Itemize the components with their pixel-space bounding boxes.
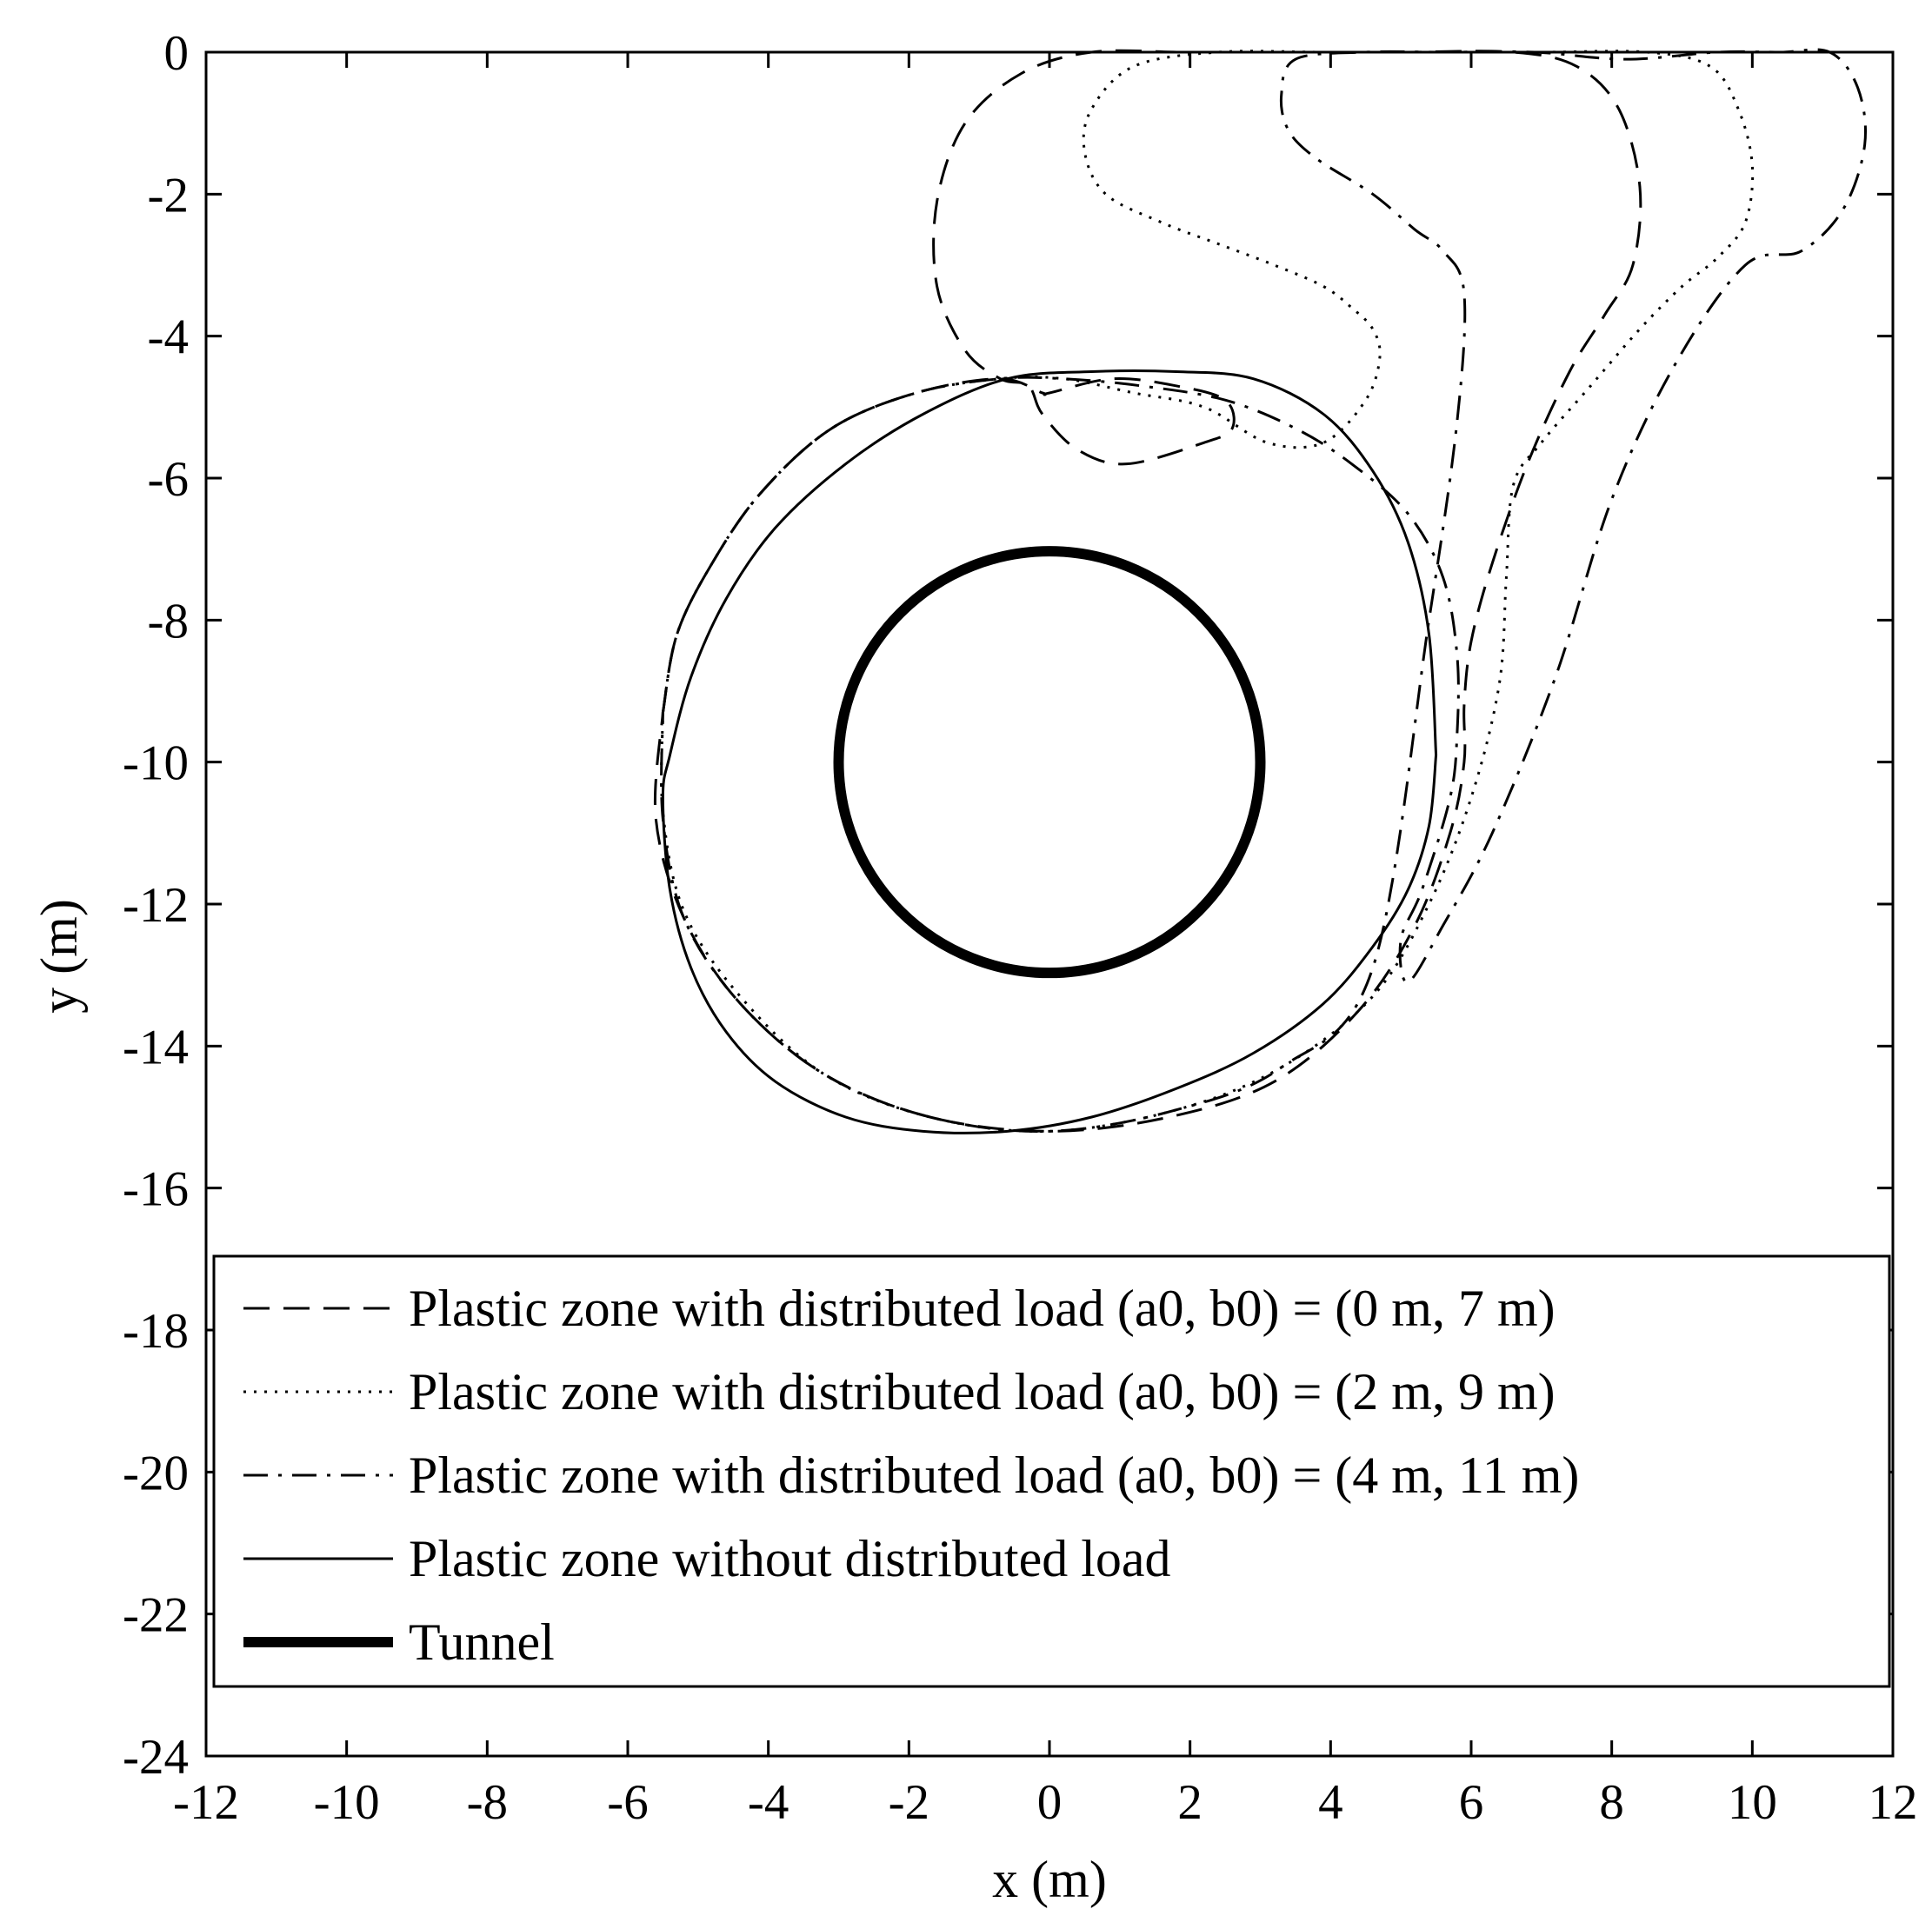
y-tick-label: -2 — [148, 168, 189, 223]
legend-label-5: Tunnel — [409, 1613, 555, 1671]
y-tick-label: 0 — [164, 26, 190, 81]
x-tick-label: 6 — [1459, 1775, 1484, 1830]
y-tick-label: -24 — [123, 1730, 189, 1785]
x-tick-label: 8 — [1599, 1775, 1624, 1830]
tick-label-layer: -12 -10 -8 -6 -4 -2 0 2 4 6 8 10 120-2-4-6-8-10-12-1… — [123, 26, 1917, 1830]
x-tick-label: -12 — [173, 1775, 239, 1830]
series-line-2 — [660, 50, 1755, 1134]
x-tick-label: 0 — [1037, 1775, 1063, 1830]
series-line-4 — [661, 369, 1438, 1134]
tick-layer — [204, 50, 1895, 1758]
x-tick-label: 2 — [1177, 1775, 1203, 1830]
y-tick-label: -18 — [123, 1304, 189, 1359]
legend-box — [212, 1254, 1891, 1688]
legend-label-1: Plastic zone with distributed load (a0, … — [409, 1280, 1556, 1337]
x-tick-label: 4 — [1318, 1775, 1343, 1830]
y-tick-label: -16 — [123, 1162, 189, 1217]
y-tick-label: -8 — [148, 594, 189, 649]
x-tick-label: -10 — [314, 1775, 380, 1830]
x-tick-label: 12 — [1869, 1775, 1918, 1830]
x-tick-label: -8 — [467, 1775, 508, 1830]
legend-label-2: Plastic zone with distributed load (a0, … — [409, 1363, 1556, 1420]
legend: Plastic zone with distributed load (a0, … — [212, 1254, 1891, 1688]
y-tick-label: -12 — [123, 878, 189, 933]
x-tick-label: -6 — [607, 1775, 648, 1830]
y-tick-label: -6 — [148, 452, 189, 507]
x-tick-label: -4 — [748, 1775, 789, 1830]
x-tick-label: -2 — [889, 1775, 929, 1830]
legend-label-4: Plastic zone without distributed load — [409, 1530, 1171, 1587]
y-tick-label: -10 — [123, 736, 189, 791]
y-tick-label: -14 — [123, 1020, 189, 1074]
series-line-5 — [833, 546, 1266, 979]
y-tick-label: -20 — [123, 1446, 189, 1500]
series-line-3 — [660, 48, 1868, 1134]
y-tick-label: -4 — [148, 310, 189, 365]
x-tick-label: 10 — [1728, 1775, 1777, 1830]
y-axis-label: y (m) — [30, 899, 88, 1014]
x-axis-label: x (m) — [992, 1851, 1107, 1908]
legend-label-3: Plastic zone with distributed load (a0, … — [409, 1447, 1579, 1504]
y-tick-label: -22 — [123, 1588, 189, 1643]
